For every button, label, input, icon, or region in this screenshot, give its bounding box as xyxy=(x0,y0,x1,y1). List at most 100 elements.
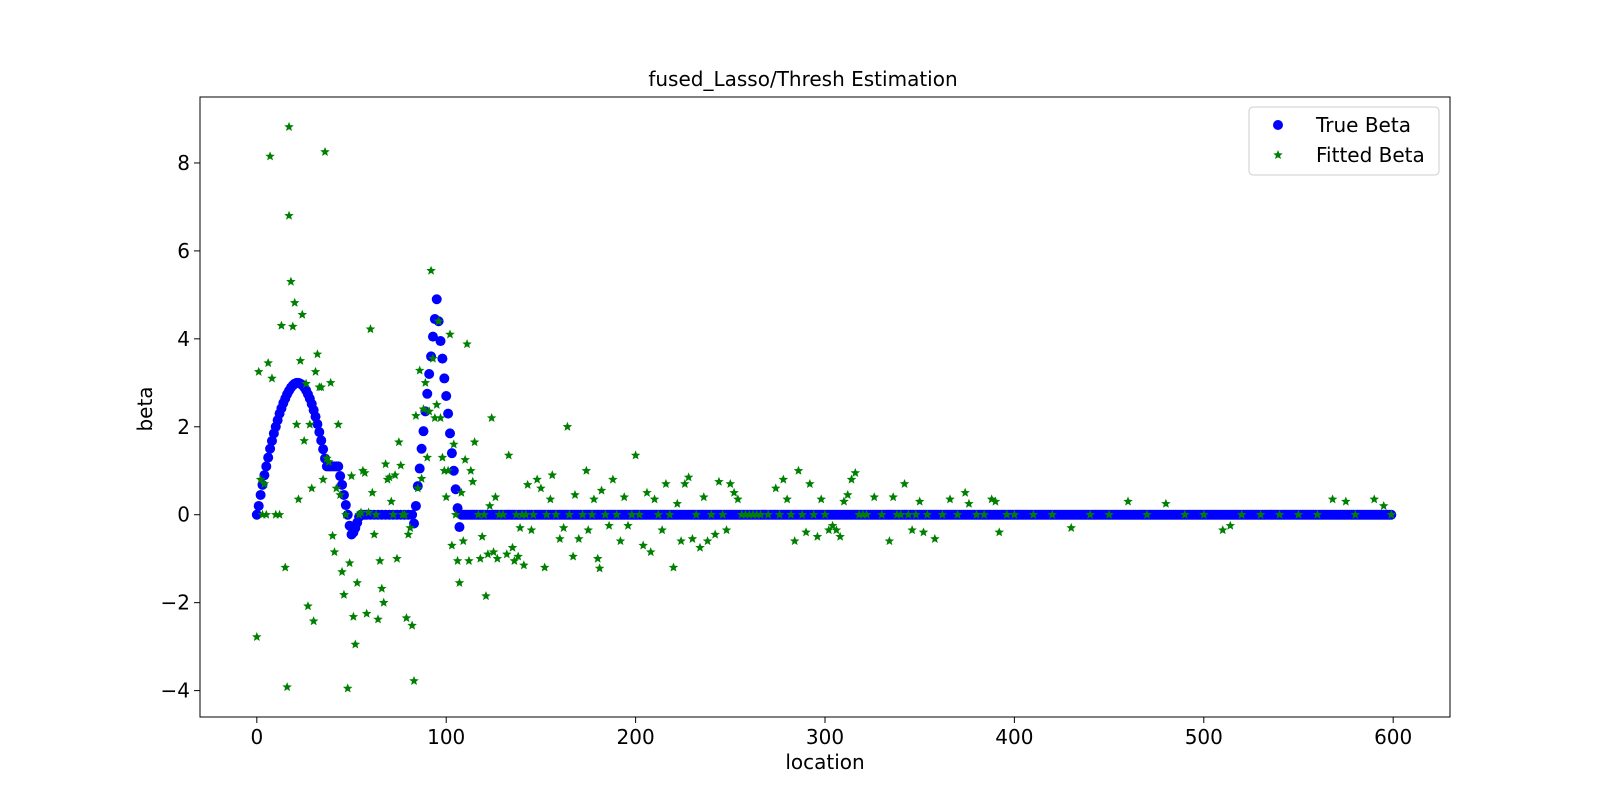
fitted-beta-point xyxy=(274,509,285,519)
fitted-beta-point xyxy=(348,611,359,621)
fitted-beta-point xyxy=(816,494,826,504)
fitted-beta-point xyxy=(801,527,811,537)
fitted-beta-point xyxy=(403,529,414,539)
fitted-beta-point xyxy=(831,525,842,535)
fitted-beta-point xyxy=(371,509,381,519)
fitted-beta-point xyxy=(521,509,531,519)
fitted-beta-point xyxy=(903,509,914,519)
fitted-beta-point xyxy=(380,459,391,469)
fitted-beta-point xyxy=(892,509,902,519)
x-tick-label: 0 xyxy=(250,725,263,749)
fitted-beta-point xyxy=(414,365,425,375)
fitted-beta-point xyxy=(271,509,281,519)
fitted-beta-point xyxy=(386,496,397,506)
fitted-beta-point xyxy=(416,473,427,483)
fitted-beta-point xyxy=(687,533,698,543)
fitted-beta-point xyxy=(492,553,503,563)
fitted-beta-point xyxy=(481,591,491,601)
fitted-beta-point xyxy=(805,478,815,488)
fitted-beta-point xyxy=(464,555,474,565)
fitted-beta-point xyxy=(600,509,611,519)
fitted-beta-point xyxy=(513,551,523,561)
fitted-beta-point xyxy=(337,566,347,576)
fitted-beta-point xyxy=(736,509,747,519)
fitted-beta-point xyxy=(477,531,487,541)
fitted-beta-point xyxy=(466,465,476,475)
fitted-beta-point xyxy=(418,404,429,414)
fitted-beta-point xyxy=(570,489,580,499)
fitted-beta-point xyxy=(634,509,645,519)
fitted-beta-point xyxy=(358,465,368,475)
fitted-beta-point xyxy=(680,478,690,488)
fitted-beta-point xyxy=(596,485,607,495)
fitted-beta-point xyxy=(786,509,796,519)
fitted-beta-point xyxy=(922,509,933,519)
fitted-beta-point xyxy=(1142,509,1152,519)
fitted-beta-point xyxy=(854,509,864,519)
fitted-beta-point xyxy=(312,349,323,359)
legend: True Beta Fitted Beta xyxy=(1248,106,1440,176)
fitted-beta-point xyxy=(450,509,461,519)
fitted-beta-point xyxy=(439,465,450,475)
axes-frame xyxy=(199,96,1451,718)
x-tick-label: 400 xyxy=(995,725,1033,749)
true-beta-point xyxy=(431,294,442,305)
fitted-beta-point xyxy=(661,478,671,488)
true-beta-point xyxy=(422,388,433,399)
fitted-beta-point xyxy=(339,589,349,599)
fitted-beta-point xyxy=(384,472,395,482)
fitted-beta-point xyxy=(316,382,326,392)
fitted-beta-point xyxy=(706,509,717,519)
fitted-beta-point xyxy=(253,366,264,376)
y-tick-label: −4 xyxy=(161,679,190,703)
fitted-beta-point xyxy=(494,509,504,519)
fitted-beta-point xyxy=(473,509,484,519)
true-beta-point xyxy=(427,331,438,342)
fitted-beta-point xyxy=(437,452,448,462)
x-axis-label: location xyxy=(785,750,864,774)
fitted-beta-point xyxy=(725,478,736,488)
fitted-beta-point xyxy=(320,146,330,157)
true-beta-point xyxy=(261,461,272,472)
fitted-beta-point xyxy=(1350,509,1361,519)
fitted-beta-point xyxy=(568,551,578,561)
fitted-beta-point xyxy=(399,509,410,519)
fitted-beta-point xyxy=(594,563,605,573)
legend-marker-true-beta xyxy=(1273,120,1283,130)
fitted-beta-point xyxy=(884,536,895,546)
fitted-beta-point xyxy=(1293,509,1304,519)
true-beta-point xyxy=(340,500,351,511)
fitted-beta-point xyxy=(551,509,561,519)
fitted-beta-point xyxy=(717,509,728,519)
fitted-beta-point xyxy=(475,553,486,563)
true-beta-point xyxy=(335,471,346,482)
fitted-beta-point xyxy=(1002,509,1012,519)
fitted-beta-point xyxy=(1161,498,1171,508)
fitted-beta-point xyxy=(443,465,453,475)
fitted-beta-point xyxy=(611,509,622,519)
fitted-beta-point xyxy=(356,507,366,517)
fitted-beta-point xyxy=(407,620,417,630)
fitted-beta-point xyxy=(350,639,361,649)
fitted-beta-point xyxy=(990,496,1001,506)
fitted-beta-point xyxy=(547,470,558,480)
fitted-beta-point xyxy=(257,509,268,519)
fitted-beta-point xyxy=(284,210,294,220)
fitted-beta-point xyxy=(333,419,344,429)
fitted-beta-point xyxy=(267,373,277,383)
fitted-beta-point xyxy=(517,509,527,519)
fitted-beta-point xyxy=(964,498,974,508)
fitted-beta-point xyxy=(422,452,433,462)
fitted-beta-point xyxy=(755,509,766,519)
fitted-beta-point xyxy=(289,297,300,307)
fitted-beta-point xyxy=(388,509,398,519)
fitted-beta-point xyxy=(911,509,921,519)
fitted-beta-point xyxy=(623,520,633,530)
fitted-beta-point xyxy=(396,460,406,470)
fitted-beta-point xyxy=(526,525,537,535)
fitted-beta-point xyxy=(1225,520,1236,530)
fitted-beta-point xyxy=(284,121,294,131)
fitted-beta-point xyxy=(608,474,618,484)
fitted-beta-point xyxy=(479,509,489,519)
